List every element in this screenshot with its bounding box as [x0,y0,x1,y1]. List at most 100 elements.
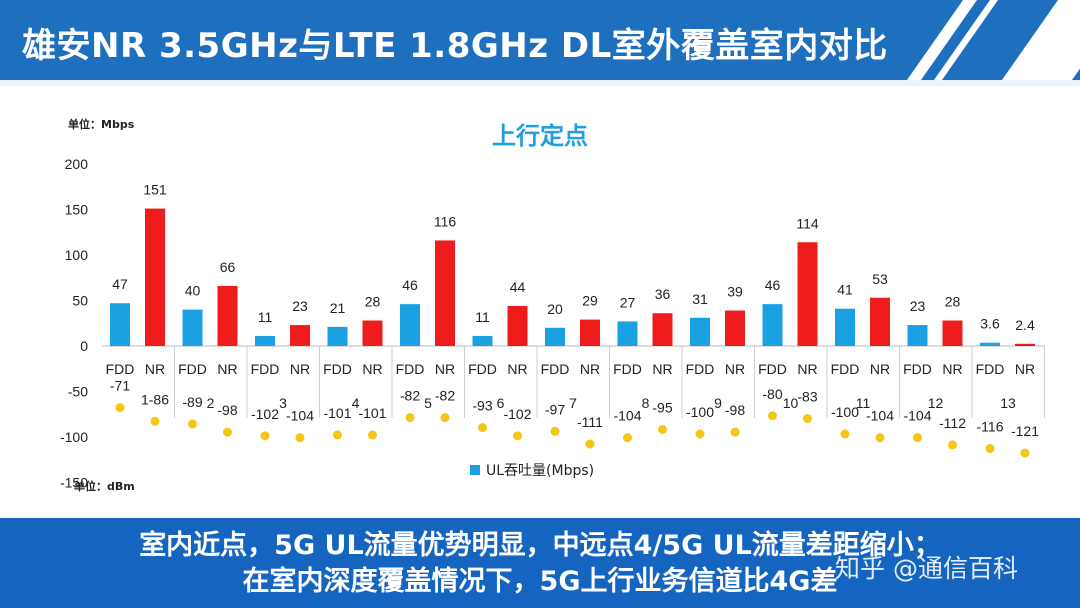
rsrp-value-label: -102 [251,406,279,422]
bar-fdd [835,308,855,346]
rsrp-point-fdd [985,444,995,454]
bar-fdd [617,321,638,346]
x-tick-label: NR [797,361,817,377]
y-tick-label: 100 [65,247,89,263]
rsrp-point-nr [585,439,595,449]
x-tick-label: FDD [396,361,425,377]
bar-fdd [255,335,275,346]
rsrp-value-label: 1-86 [141,391,169,407]
rsrp-value-label: -82 [435,388,455,404]
bar-value-label: 36 [655,286,671,302]
x-tick-label: NR [145,361,165,377]
y-tick-label: 0 [80,338,88,354]
rsrp-point-fdd [405,413,415,423]
bar-value-label: 40 [185,283,201,299]
rsrp-value-label: -97 [545,401,565,417]
rsrp-point-fdd [913,433,922,443]
slide-title: 雄安NR 3.5GHz与LTE 1.8GHz DL室外覆盖室内对比 [22,26,888,66]
x-tick-label: FDD [831,361,860,377]
group-label: 8 [642,395,650,411]
rsrp-point-fdd [115,403,125,413]
x-tick-label: NR [217,361,237,377]
bar-value-label: 44 [510,279,526,295]
rsrp-point-fdd [188,419,197,429]
bar-value-label: 41 [837,282,853,298]
bar-value-label: 11 [475,309,490,325]
rsrp-point-fdd [695,429,705,439]
rsrp-point-nr [875,433,885,443]
bar-fdd [545,327,565,346]
rsrp-point-nr [658,424,667,434]
rsrp-point-fdd [840,429,850,439]
x-tick-label: NR [652,361,672,377]
chart-title: 上行定点 [492,122,588,150]
bar-value-label: 66 [220,259,236,275]
bar-fdd [472,335,493,346]
bar-fdd [980,342,1000,346]
group-label: 12 [928,395,944,411]
group-label: 10 [783,395,799,411]
bar-nr [507,305,528,346]
rsrp-value-label: -95 [652,399,672,415]
bar-value-label: 20 [547,301,563,317]
rsrp-value-label: -83 [797,389,817,405]
unit-label-dbm: 单位：dBm [74,480,135,493]
rsrp-value-label: -101 [358,405,386,421]
bar-nr [1015,343,1035,346]
bar-nr [435,240,455,346]
x-tick-label: FDD [758,361,787,377]
x-tick-label: FDD [976,361,1005,377]
bar-fdd [690,317,710,346]
bar-nr [725,310,745,346]
bar-fdd [762,304,783,346]
rsrp-value-label: -104 [286,408,314,424]
group-label: 13 [1000,395,1016,411]
bar-value-label: 47 [112,276,128,292]
rsrp-value-label: -104 [613,408,641,424]
rsrp-point-nr [150,416,160,426]
bar-value-label: 28 [365,294,381,310]
rsrp-point-nr [1020,448,1030,458]
rsrp-point-fdd [478,423,487,433]
bar-value-label: 29 [582,293,598,309]
bar-fdd [907,325,928,346]
x-tick-label: NR [1015,361,1035,377]
unit-label-mbps: 单位：Mbps [68,118,135,131]
x-tick-label: FDD [251,361,280,377]
x-tick-label: FDD [323,361,352,377]
bar-value-label: 23 [292,298,308,314]
rsrp-value-label: -102 [503,406,531,422]
group-label: 6 [497,395,505,411]
x-tick-label: FDD [468,361,497,377]
x-tick-label: NR [290,361,310,377]
rsrp-value-label: -100 [831,404,859,420]
x-tick-label: FDD [903,361,932,377]
bar-value-label: 31 [692,291,708,307]
x-tick-label: FDD [686,361,715,377]
rsrp-value-label: -104 [903,408,931,424]
bar-value-label: 21 [330,300,346,316]
bar-nr [362,320,383,346]
rsrp-point-fdd [550,426,560,436]
bar-fdd [182,309,203,346]
rsrp-point-nr [730,427,740,437]
rsrp-value-label: -89 [182,394,202,410]
group-label: 3 [279,395,287,411]
x-tick-label: NR [725,361,745,377]
rsrp-value-label: -93 [472,398,492,414]
rsrp-value-label: -100 [686,404,714,420]
x-tick-label: FDD [106,361,135,377]
rsrp-value-label: -121 [1011,423,1039,439]
group-label: 4 [352,395,360,411]
conclusion-banner: 室内近点，5G UL流量优势明显，中远点4/5G UL流量差距缩小； 在室内深度… [0,518,1080,608]
group-label: 9 [714,395,722,411]
bar-fdd [327,326,348,346]
bar-nr [145,208,165,346]
bar-value-label: 23 [910,298,926,314]
bar-fdd [110,303,130,346]
bar-value-label: 28 [945,294,961,310]
group-label: 2 [207,395,215,411]
banner-shadow [0,80,1080,86]
rsrp-value-label: -98 [725,402,745,418]
